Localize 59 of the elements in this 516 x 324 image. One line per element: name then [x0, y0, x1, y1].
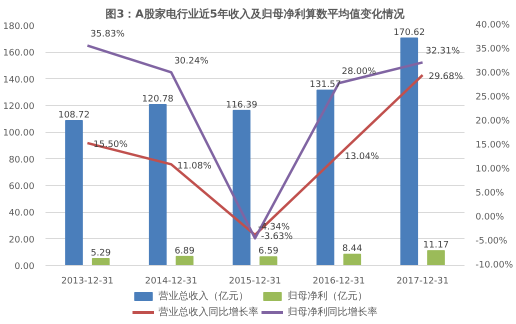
- data-label: 108.72: [58, 110, 90, 121]
- bar: [427, 250, 445, 266]
- data-label: 11.17: [423, 240, 449, 251]
- y2-tick-label: 35.00%: [476, 44, 510, 54]
- data-label: 13.04%: [344, 152, 380, 162]
- bar: [232, 110, 250, 266]
- x-tick-label: 2015-12-31: [228, 276, 282, 286]
- x-tick-label: 2016-12-31: [312, 276, 365, 286]
- y-tick-label: 100.00: [3, 128, 35, 139]
- y2-tick-label: 40.00%: [476, 20, 510, 30]
- data-label: 30.24%: [174, 56, 209, 66]
- data-label: 15.50%: [93, 140, 128, 150]
- bar: [92, 258, 110, 266]
- y-tick-label: 120.00: [3, 102, 35, 112]
- bar: [176, 256, 194, 266]
- y-tick-label: 20.00: [8, 235, 35, 246]
- y-tick-label: 0.00: [14, 262, 35, 272]
- data-label: 116.39: [226, 100, 258, 110]
- bar: [65, 120, 83, 266]
- legend-label: 营业总收入同比增长率: [158, 306, 258, 319]
- legend-label: 归母净利同比增长率: [288, 306, 378, 319]
- data-label: 5.29: [90, 248, 112, 258]
- data-label: 120.78: [142, 94, 174, 104]
- y-tick-label: 80.00: [8, 155, 35, 166]
- data-label: 28.00%: [342, 67, 377, 78]
- data-label: 170.62: [393, 28, 425, 38]
- data-label: 32.31%: [426, 46, 460, 56]
- y2-tick-label: 0.00%: [476, 212, 505, 222]
- x-tick-label: 2014-12-31: [145, 276, 198, 286]
- y2-tick-label: 15.00%: [476, 140, 510, 150]
- y-tick-label: 180.00: [3, 22, 35, 32]
- y-tick-label: 60.00: [8, 182, 35, 192]
- y-tick-label: 140.00: [3, 75, 35, 86]
- data-label: 6.59: [258, 246, 279, 257]
- bar: [148, 104, 167, 266]
- data-label: 6.89: [174, 246, 195, 256]
- bar: [260, 256, 278, 266]
- y2-tick-label: 25.00%: [476, 92, 510, 102]
- x-tick-label: 2013-12-31: [61, 276, 114, 286]
- y2-tick-label: 20.00%: [476, 116, 510, 126]
- y2-tick-label: -5.00%: [476, 236, 508, 246]
- data-label: 8.44: [342, 244, 362, 254]
- x-tick-label: 2017-12-31: [396, 276, 449, 286]
- y2-tick-label: 30.00%: [476, 68, 510, 78]
- data-label: 29.68%: [428, 72, 464, 82]
- chart-title: 图3：A股家电行业近5年收入及归母净利算数平均值变化情况: [106, 8, 406, 20]
- y2-tick-label: -10.00%: [476, 260, 514, 270]
- bar: [316, 90, 334, 266]
- data-label: 11.08%: [177, 161, 212, 172]
- y2-tick-label: 5.00%: [476, 188, 505, 198]
- bar: [343, 254, 362, 266]
- y-tick-label: 160.00: [3, 48, 35, 59]
- bar: [400, 38, 418, 266]
- data-label: 35.83%: [90, 30, 126, 40]
- data-label: -3.63%: [261, 232, 294, 242]
- y2-tick-label: 10.00%: [476, 164, 510, 174]
- legend-label: 营业总收入（亿元）: [158, 290, 248, 303]
- y-tick-label: 40.00: [8, 208, 35, 219]
- legend-label: 归母净利（亿元）: [288, 290, 368, 303]
